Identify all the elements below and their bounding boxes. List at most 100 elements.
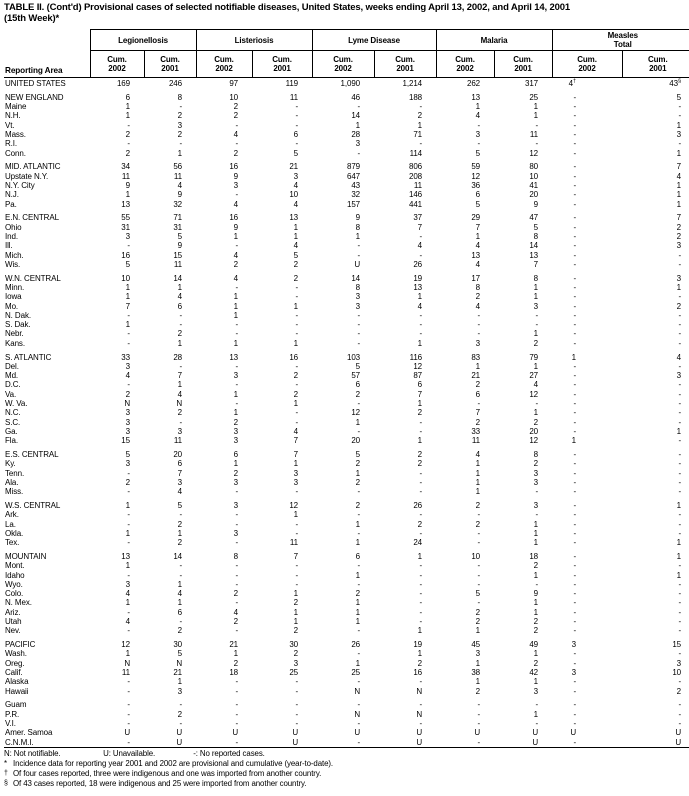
reporting-area-cell: Ariz. [5,607,21,617]
value-cell: 114 [409,148,423,158]
value-cell: - [235,120,239,130]
value-cell: - [573,329,577,339]
table-row: Minn. 1 1 - - 8 13 8 1 - 1 [4,283,689,292]
value-cell: 3 [233,426,239,436]
value-cell: 1 [355,120,361,130]
value-cell: 3 [125,361,130,371]
value-cell: - [419,250,423,260]
reporting-area-cell: Tenn. [5,468,25,478]
value-cell: 12 [471,171,481,181]
value-cell: - [573,589,577,599]
value-cell: 2 [475,292,481,302]
value-cell: - [357,241,361,251]
value-cell: - [573,273,577,283]
value-cell: 806 [408,162,423,172]
value-cell: 2 [293,649,299,659]
value-cell: - [419,677,423,687]
reporting-area-cell: N.C. [5,408,21,418]
value-cell: - [678,292,682,302]
value-cell: 157 [346,199,361,209]
value-cell: - [535,120,539,130]
value-cell: 11 [413,180,423,190]
value-cell: - [477,570,481,580]
legend-no-reported-cases: -: No reported cases. [193,748,265,758]
value-cell: - [235,282,239,292]
value-cell: 14 [351,111,361,121]
value-cell: - [573,102,577,112]
reporting-area-cell: Upstate N.Y. [5,171,49,181]
value-cell: - [678,649,682,659]
value-cell: 246 [168,79,183,88]
value-cell: - [535,310,539,320]
value-cell: 1 [355,617,361,627]
table-row: Ky. 3 6 1 1 2 2 1 2 - - [4,459,689,468]
value-cell: - [235,241,239,251]
value-cell: 4 [293,426,299,436]
value-cell: 4 [293,180,299,190]
value-cell: - [235,139,239,149]
value-cell: U [232,728,239,738]
table-row: Miss. - 4 - - - - 1 - - - [4,487,689,496]
value-cell: 4 [177,389,183,399]
value-cell: 1 [475,487,481,497]
value-cell: - [419,310,423,320]
value-cell: 11 [289,538,299,548]
table-title-line1: TABLE II. (Cont'd) Provisional cases of … [4,2,571,13]
value-cell: 13 [289,213,299,223]
value-cell: 16 [229,213,239,223]
value-cell: - [357,579,361,589]
value-cell: U [622,737,689,748]
value-cell: 37 [413,213,423,223]
value-cell: 1 [355,570,361,580]
value-cell: 6 [293,129,299,139]
value-cell: 2 [533,459,539,469]
notifiable-diseases-table: Reporting Area Legionellosis Listeriosis L… [4,29,689,748]
table-row: UNITED STATES 169 246 97 119 1,090 1,214 262 317… [4,78,689,89]
value-cell: 4 [125,589,130,599]
table-row: Okla. 1 1 3 - - - - 1 - - [4,529,689,538]
value-cell: - [573,241,577,251]
value-cell: 1 [676,180,682,190]
value-cell: 3 [125,426,130,436]
value-cell: - [573,607,577,617]
value-cell: 10 [672,668,682,678]
value-cell: - [90,737,144,748]
value-cell: - [573,686,577,696]
value-cell: - [535,399,539,408]
value-cell: - [295,310,299,320]
value-cell: - [357,148,361,158]
value-cell: 1 [177,380,183,390]
reporting-area-cell: Tex. [5,538,20,548]
reporting-area-cell: Ga. [5,426,18,436]
value-cell: 2 [177,408,183,418]
value-cell: 49 [529,640,539,650]
value-cell: - [678,468,682,478]
value-cell: 71 [173,213,183,223]
value-cell: - [295,120,299,130]
value-cell: 2 [475,519,481,529]
value-cell: - [127,519,130,529]
value-cell: - [678,626,682,636]
value-cell: - [235,579,239,589]
value-cell: - [419,598,423,608]
value-cell: 2 [355,477,361,487]
value-cell: 317 [524,79,539,88]
value-cell: 2 [417,459,423,469]
value-cell: 36 [471,180,481,190]
table-row: Upstate N.Y. 11 11 9 3 647 208 12 10 - 4 [4,172,689,181]
value-cell: - [235,399,239,408]
value-cell: 10 [289,190,299,200]
reporting-area-cell: V.I. [5,719,16,728]
table-row: Vt. - 3 - - 1 1 - - - 1 [4,121,689,130]
table-row: Idaho - - - - 1 - - 1 - 1 [4,571,689,580]
value-cell: - [573,426,577,436]
value-cell: 3 [177,120,183,130]
value-cell: 4 [233,607,239,617]
value-cell: 1 [293,617,299,627]
value-cell: - [477,510,481,520]
value-cell: - [678,380,682,390]
value-cell: 2 [533,626,539,636]
value-cell: 20 [529,190,539,200]
reporting-area-cell: Nev. [5,626,21,636]
value-cell: 28 [173,352,183,362]
